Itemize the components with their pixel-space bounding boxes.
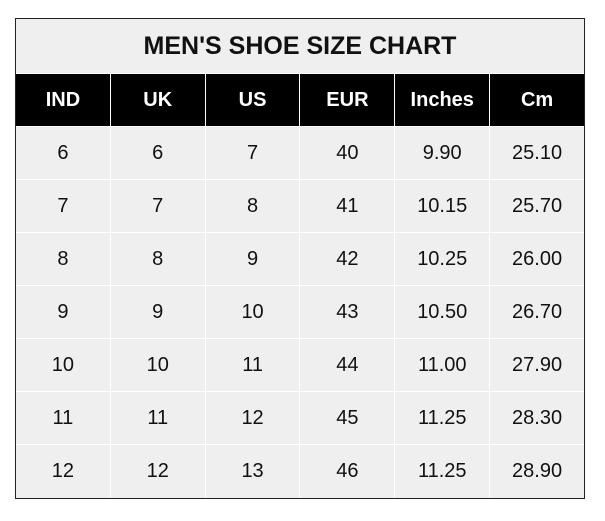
header-row: IND UK US EUR Inches Cm xyxy=(16,74,584,127)
table-row: 9 9 10 43 10.50 26.70 xyxy=(16,286,584,339)
table-cell: 11 xyxy=(205,339,301,392)
column-header: EUR xyxy=(300,74,396,127)
table-cell: 12 xyxy=(111,445,206,498)
table-cell: 9.90 xyxy=(395,127,491,180)
table-cell: 41 xyxy=(300,180,396,233)
table-title: MEN'S SHOE SIZE CHART xyxy=(16,19,584,74)
table-cell: 10 xyxy=(205,286,301,339)
table-cell: 27.90 xyxy=(490,339,584,392)
column-header: UK xyxy=(110,74,206,127)
table-cell: 7 xyxy=(205,127,301,180)
table-cell: 11.25 xyxy=(395,445,491,498)
column-header: IND xyxy=(16,74,111,127)
table-cell: 9 xyxy=(16,286,111,339)
table-cell: 8 xyxy=(110,233,206,286)
table-cell: 10.15 xyxy=(395,180,491,233)
table-row: 10 10 11 44 11.00 27.90 xyxy=(16,339,584,392)
table-cell: 10 xyxy=(110,339,206,392)
table-cell: 13 xyxy=(206,445,301,498)
column-header: Inches xyxy=(395,74,491,127)
table-cell: 11 xyxy=(16,392,111,445)
table-row: 11 11 12 45 11.25 28.30 xyxy=(16,392,584,445)
table-cell: 25.70 xyxy=(490,180,584,233)
table-cell: 46 xyxy=(300,445,396,498)
table-cell: 9 xyxy=(110,286,206,339)
table-row: 6 6 7 40 9.90 25.10 xyxy=(16,127,584,180)
table-cell: 26.00 xyxy=(490,233,584,286)
table-cell: 11.25 xyxy=(395,392,491,445)
table-body: 6 6 7 40 9.90 25.10 7 7 8 41 10.15 25.70 8 8 9 42 10.25 2… xyxy=(16,127,584,498)
table-cell: 42 xyxy=(300,233,396,286)
table-cell: 43 xyxy=(300,286,396,339)
table-cell: 8 xyxy=(205,180,301,233)
table-cell: 10.50 xyxy=(395,286,491,339)
table-cell: 28.30 xyxy=(490,392,584,445)
table-cell: 6 xyxy=(110,127,206,180)
table-cell: 40 xyxy=(300,127,396,180)
table-cell: 8 xyxy=(16,233,111,286)
table-cell: 12 xyxy=(205,392,301,445)
table-row: 8 8 9 42 10.25 26.00 xyxy=(16,233,584,286)
column-header: Cm xyxy=(490,74,584,127)
shoe-size-table: MEN'S SHOE SIZE CHART IND UK US EUR Inches Cm… xyxy=(15,18,585,499)
table-cell: 26.70 xyxy=(490,286,584,339)
table-cell: 45 xyxy=(300,392,396,445)
table-cell: 12 xyxy=(16,445,111,498)
table-cell: 7 xyxy=(110,180,206,233)
table-row: 12 12 13 46 11.25 28.90 xyxy=(16,445,584,498)
table-cell: 44 xyxy=(300,339,396,392)
table-cell: 9 xyxy=(205,233,301,286)
table-cell: 7 xyxy=(16,180,111,233)
table-row: 7 7 8 41 10.15 25.70 xyxy=(16,180,584,233)
table-cell: 11.00 xyxy=(395,339,491,392)
table-cell: 6 xyxy=(16,127,111,180)
table-cell: 11 xyxy=(110,392,206,445)
table-cell: 25.10 xyxy=(490,127,584,180)
table-cell: 10 xyxy=(16,339,111,392)
column-header: US xyxy=(205,74,301,127)
table-cell: 28.90 xyxy=(512,460,563,482)
table-cell: 10.25 xyxy=(395,233,491,286)
